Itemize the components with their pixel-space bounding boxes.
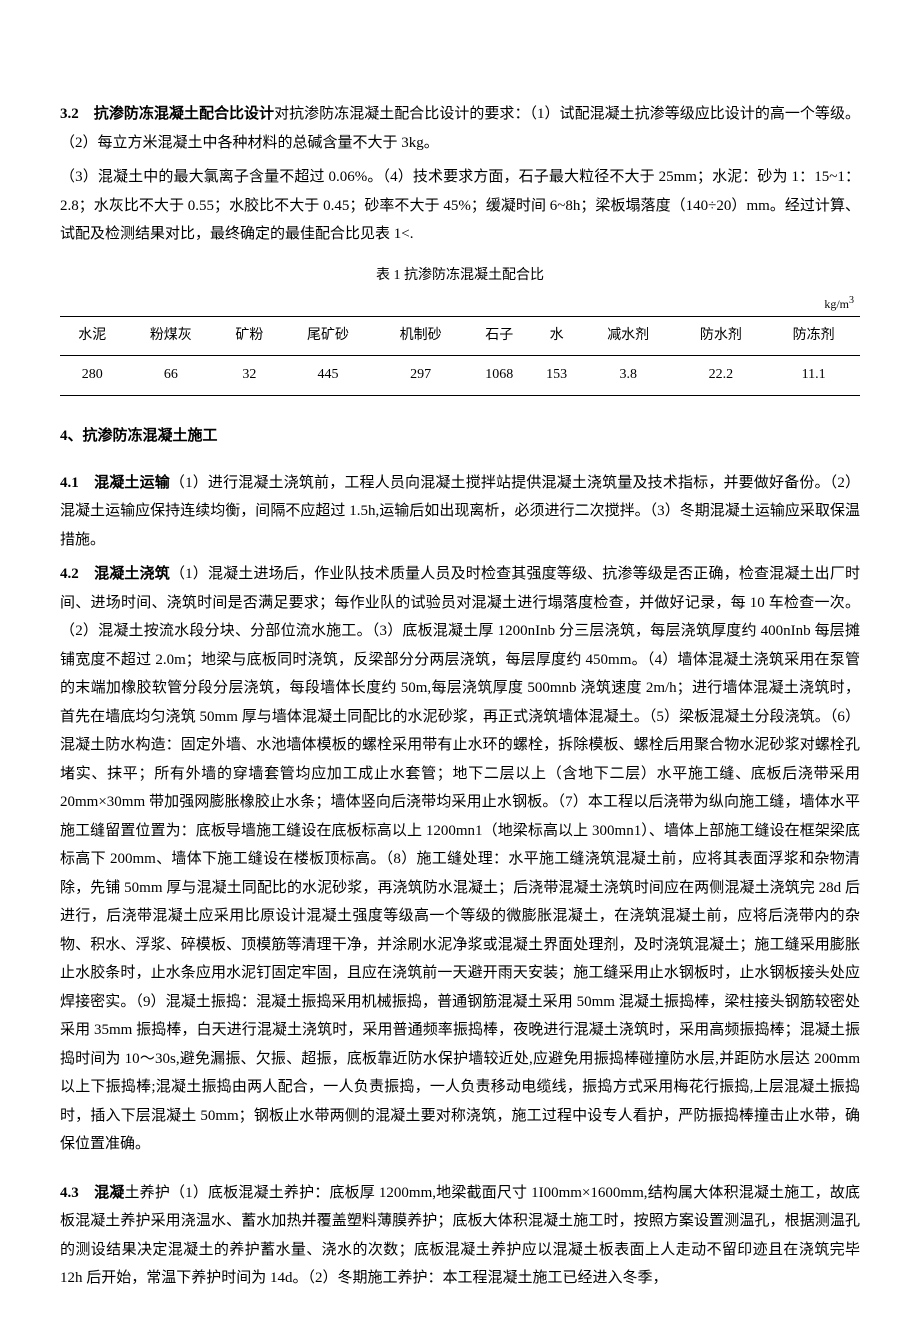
- section-4-2-body: （1）混凝土进场后，作业队技术质量人员及时检查其强度等级、抗渗等级是否正确，检查…: [60, 566, 860, 1152]
- table-cell: 66: [124, 356, 217, 396]
- table-col-header: 石子: [467, 316, 531, 356]
- table-caption: 表 1 抗渗防冻混凝土配合比: [60, 263, 860, 290]
- section-4-3: 4.3 混凝土养护（1）底板混凝土养护：底板厚 1200mm,地梁截面尺寸 1I…: [60, 1179, 860, 1293]
- table-unit: kg/m3: [60, 291, 860, 316]
- section-4-2: 4.2 混凝土浇筑（1）混凝土进场后，作业队技术质量人员及时检查其强度等级、抗渗…: [60, 560, 860, 1159]
- table-cell: 3.8: [582, 356, 675, 396]
- table-col-header: 粉煤灰: [124, 316, 217, 356]
- table-cell: 297: [374, 356, 467, 396]
- table-cell: 153: [531, 356, 581, 396]
- table-unit-sup: 3: [849, 295, 854, 306]
- section-4-1-lead: 4.1 混凝土运输: [60, 475, 170, 491]
- table-unit-prefix: kg/m: [824, 297, 849, 311]
- document-page: 3.2 抗渗防冻混凝土配合比设计对抗渗防冻混凝土配合比设计的要求：（1）试配混凝…: [0, 0, 920, 1339]
- table-col-header: 水: [531, 316, 581, 356]
- section-4-3-lead: 4.3 混凝: [60, 1185, 124, 1201]
- section-3-2-line2: （3）混凝土中的最大氯离子含量不超过 0.06%。（4）技术要求方面，石子最大粒…: [60, 163, 860, 249]
- section-4-2-lead: 4.2 混凝土浇筑: [60, 566, 170, 582]
- table-col-header: 防冻剂: [767, 316, 860, 356]
- section-3-2: 3.2 抗渗防冻混凝土配合比设计对抗渗防冻混凝土配合比设计的要求：（1）试配混凝…: [60, 100, 860, 157]
- table-cell: 280: [60, 356, 124, 396]
- section-4-1: 4.1 混凝土运输（1）进行混凝土浇筑前，工程人员向混凝土搅拌站提供混凝土浇筑量…: [60, 469, 860, 555]
- mix-table: 水泥 粉煤灰 矿粉 尾矿砂 机制砂 石子 水 减水剂 防水剂 防冻剂 280 6…: [60, 316, 860, 396]
- table-row: 280 66 32 445 297 1068 153 3.8 22.2 11.1: [60, 356, 860, 396]
- section-4-1-body: （1）进行混凝土浇筑前，工程人员向混凝土搅拌站提供混凝土浇筑量及技术指标，并要做…: [60, 475, 860, 548]
- table-col-header: 尾矿砂: [282, 316, 375, 356]
- table-header-row: 水泥 粉煤灰 矿粉 尾矿砂 机制砂 石子 水 减水剂 防水剂 防冻剂: [60, 316, 860, 356]
- table-cell: 11.1: [767, 356, 860, 396]
- section-4-title: 4、抗渗防冻混凝土施工: [60, 422, 860, 451]
- table-cell: 22.2: [675, 356, 768, 396]
- table-col-header: 减水剂: [582, 316, 675, 356]
- paragraph-gap: [60, 1165, 860, 1179]
- table-col-header: 水泥: [60, 316, 124, 356]
- table-col-header: 防水剂: [675, 316, 768, 356]
- section-3-2-lead: 3.2 抗渗防冻混凝土配合比设计: [60, 106, 274, 122]
- table-col-header: 机制砂: [374, 316, 467, 356]
- section-4-3-body: 土养护（1）底板混凝土养护：底板厚 1200mm,地梁截面尺寸 1I00mm×1…: [60, 1185, 860, 1287]
- table-cell: 445: [282, 356, 375, 396]
- table-col-header: 矿粉: [217, 316, 281, 356]
- table-cell: 32: [217, 356, 281, 396]
- table-cell: 1068: [467, 356, 531, 396]
